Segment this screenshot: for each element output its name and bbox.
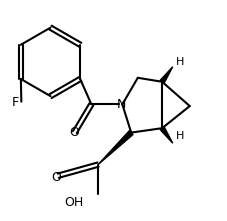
Text: H: H <box>176 57 184 67</box>
Polygon shape <box>160 127 173 143</box>
Text: O: O <box>51 171 61 184</box>
Text: H: H <box>176 131 184 141</box>
Text: OH: OH <box>64 196 83 209</box>
Polygon shape <box>160 67 173 83</box>
Text: F: F <box>12 96 19 109</box>
Text: N: N <box>116 99 126 111</box>
Text: O: O <box>69 126 79 139</box>
Polygon shape <box>98 131 133 165</box>
